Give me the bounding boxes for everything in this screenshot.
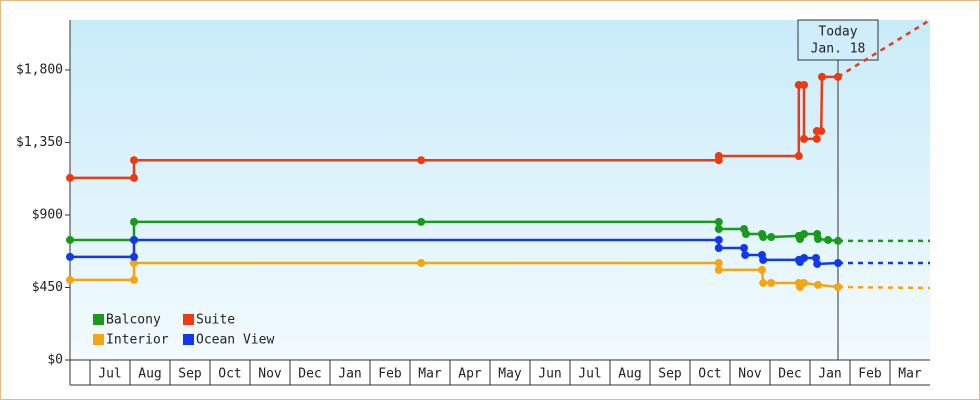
point xyxy=(834,258,842,267)
x-tick-label: Apr xyxy=(458,367,482,382)
point xyxy=(759,278,768,287)
x-tick-label: Oct xyxy=(218,367,241,382)
legend-swatch xyxy=(93,334,104,345)
legend-label: Balcony xyxy=(106,313,161,328)
point xyxy=(800,80,808,89)
point xyxy=(800,254,808,262)
x-tick-label: Dec xyxy=(778,367,801,382)
point xyxy=(130,217,138,226)
y-tick-label: $1,350 xyxy=(16,135,63,150)
point xyxy=(130,275,138,284)
point xyxy=(814,280,822,289)
point xyxy=(66,252,74,261)
point xyxy=(814,234,822,243)
point xyxy=(759,233,768,242)
legend-swatch xyxy=(183,334,194,345)
point xyxy=(130,173,138,182)
point xyxy=(740,244,748,253)
x-tick-label: Jul xyxy=(98,367,121,382)
point xyxy=(714,265,723,274)
x-tick-label: Jul xyxy=(578,367,601,382)
point xyxy=(66,235,74,244)
legend-label: Suite xyxy=(196,313,235,328)
x-tick-label: Aug xyxy=(138,367,161,382)
point xyxy=(742,229,750,238)
x-tick-label: Mar xyxy=(898,367,922,382)
x-tick-label: Sep xyxy=(178,367,202,382)
x-tick-label: Jan xyxy=(338,367,361,382)
point xyxy=(66,275,74,284)
point xyxy=(812,134,821,143)
point xyxy=(834,72,842,81)
x-tick-label: Nov xyxy=(258,367,282,382)
x-tick-label: Dec xyxy=(298,367,321,382)
point xyxy=(759,255,768,264)
x-tick-label: Oct xyxy=(698,367,721,382)
point xyxy=(130,156,138,165)
x-tick-label: Aug xyxy=(618,367,641,382)
point xyxy=(800,134,808,143)
point xyxy=(818,72,826,81)
point xyxy=(130,258,138,267)
point xyxy=(834,236,842,245)
point xyxy=(714,224,723,233)
today-box xyxy=(797,19,879,61)
point xyxy=(800,278,808,287)
point xyxy=(824,235,832,244)
point xyxy=(834,283,842,292)
point xyxy=(417,258,426,267)
x-tick-label: Mar xyxy=(418,367,442,382)
point xyxy=(714,217,723,226)
x-tick-label: Feb xyxy=(858,367,882,382)
point xyxy=(714,258,723,267)
x-tick-label: Sep xyxy=(658,367,682,382)
point xyxy=(794,152,803,160)
x-tick-label: Jun xyxy=(538,367,561,382)
point xyxy=(130,235,138,244)
x-tick-label: May xyxy=(498,367,522,382)
x-tick-label: Feb xyxy=(378,367,402,382)
x-tick-label: Jan xyxy=(818,367,841,382)
point xyxy=(741,250,750,259)
y-tick-label: $900 xyxy=(32,207,63,222)
plot-area xyxy=(70,20,930,360)
point xyxy=(812,254,820,262)
point xyxy=(130,252,138,261)
today-label: Today xyxy=(818,25,857,40)
y-tick-label: $1,800 xyxy=(16,62,63,77)
point xyxy=(714,152,723,160)
x-tick-label: Nov xyxy=(738,367,762,382)
point xyxy=(417,217,426,226)
legend-swatch xyxy=(183,314,194,325)
today-date: Jan. 18 xyxy=(811,42,866,57)
legend-swatch xyxy=(93,314,104,325)
y-tick-label: $450 xyxy=(32,280,63,295)
point xyxy=(767,233,776,242)
legend-label: Interior xyxy=(106,333,169,348)
point xyxy=(714,244,723,253)
point xyxy=(800,229,808,238)
point xyxy=(714,235,723,244)
legend-label: Ocean View xyxy=(196,333,274,348)
point xyxy=(66,173,74,182)
point xyxy=(817,127,826,136)
forecast-line xyxy=(837,18,931,78)
point xyxy=(813,259,822,268)
point xyxy=(758,265,766,274)
point xyxy=(767,278,776,287)
point xyxy=(417,156,426,165)
y-tick-label: $0 xyxy=(47,353,63,368)
